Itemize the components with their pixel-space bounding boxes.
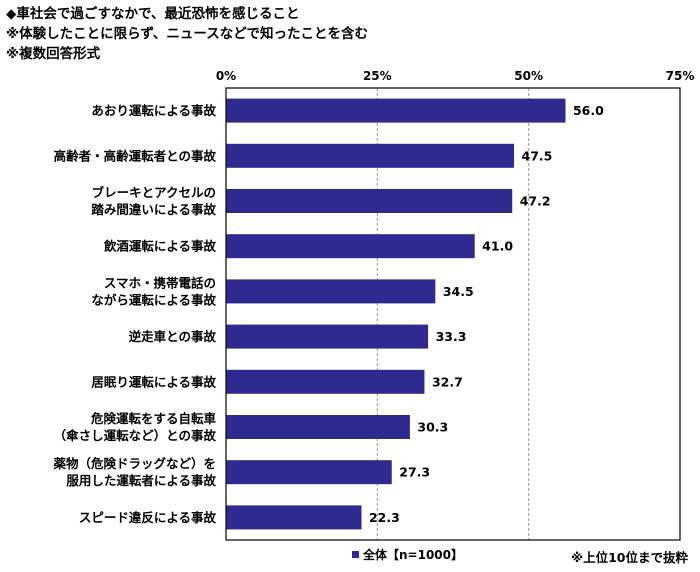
data-label: 30.3	[417, 420, 448, 435]
note-line-2: ※複数回答形式	[6, 46, 101, 62]
legend-swatch	[352, 551, 359, 558]
bar	[226, 98, 566, 123]
chart-title: ◆車社会で過ごすなかで、最近恐怖を感じること	[6, 6, 300, 22]
x-tick-label: 75%	[666, 69, 695, 83]
category-label: （傘さし運転など）との事故	[54, 428, 217, 443]
x-tick-label: 0%	[216, 69, 236, 83]
category-label: 高齢者・高齢運転者との事故	[54, 148, 217, 163]
category-label: スピード違反による事故	[79, 510, 217, 525]
category-label: スマホ・携帯電話の	[104, 275, 216, 290]
plot-frame	[225, 87, 681, 541]
data-label: 33.3	[436, 329, 467, 344]
bar-chart: 0% 25% 50% 75% 56.0 あおり運転による事故 47.5 高齢者・高齢運転者との…	[52, 69, 695, 541]
data-label: 47.2	[520, 194, 551, 209]
bar	[226, 415, 410, 439]
footnote: ※上位10位まで抜粋	[570, 550, 688, 565]
category-label: ながら運転による事故	[91, 292, 216, 307]
bar	[226, 279, 436, 304]
bar	[226, 460, 392, 485]
bar	[226, 324, 429, 349]
data-label: 41.0	[482, 239, 513, 254]
data-label: 32.7	[432, 374, 463, 389]
bar	[226, 234, 475, 259]
category-label: 服用した運転者による事故	[66, 473, 216, 488]
legend-label: 全体【n=1000】	[363, 548, 463, 562]
category-label: 踏み間違いによる事故	[91, 202, 216, 217]
category-label: あおり運転による事故	[91, 103, 216, 118]
category-label: 逆走車との事故	[129, 329, 217, 344]
bar	[226, 505, 362, 530]
x-tick-label: 50%	[514, 69, 543, 83]
category-label: ブレーキとアクセルの	[92, 185, 216, 200]
data-label: 22.3	[369, 510, 400, 525]
data-label: 47.5	[522, 148, 553, 163]
data-label: 56.0	[573, 103, 604, 118]
x-tick-label: 25%	[363, 69, 392, 83]
chart-header: ◆車社会で過ごすなかで、最近恐怖を感じること ※体験したことに限らず、ニュースな…	[6, 4, 368, 64]
bar	[226, 189, 513, 213]
bar	[226, 143, 515, 168]
category-label: 薬物（危険ドラッグなど）を	[52, 456, 216, 471]
category-label: 飲酒運転による事故	[103, 239, 217, 254]
category-label: 危険運転をする自転車	[90, 411, 217, 426]
data-label: 34.5	[443, 284, 474, 299]
bar	[226, 369, 425, 394]
category-label: 居眠り運転による事故	[91, 374, 216, 389]
data-label: 27.3	[399, 465, 430, 480]
legend: 全体【n=1000】	[352, 546, 463, 563]
note-line-1: ※体験したことに限らず、ニュースなどで知ったことを含む	[6, 26, 368, 42]
